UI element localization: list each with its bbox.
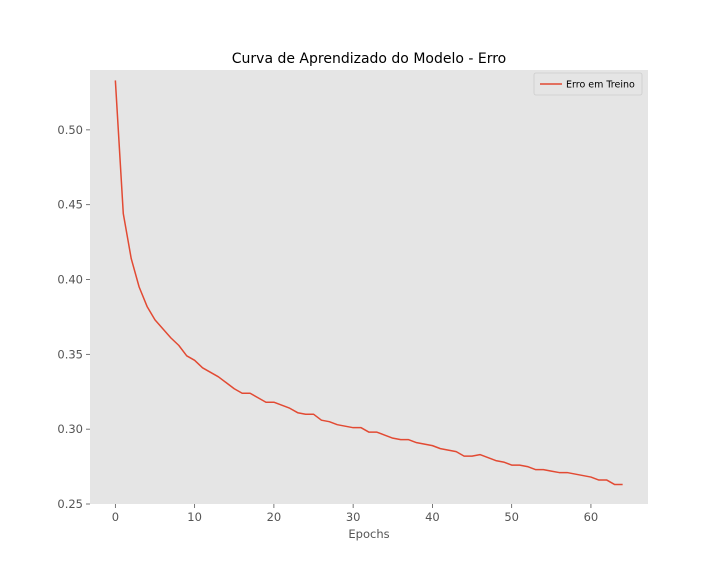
y-tick-label: 0.45: [57, 198, 83, 212]
x-tick-label: 50: [504, 510, 519, 524]
y-tick-label: 0.35: [57, 347, 83, 361]
y-tick-label: 0.40: [57, 273, 83, 287]
series-layer: [114, 80, 623, 486]
legend-label: Erro em Treino: [566, 80, 635, 91]
x-tick-label: 40: [425, 510, 440, 524]
legend-frame: [533, 72, 643, 96]
y-axis: 0.25 0.30 0.35 0.40 0.45 0.50: [57, 123, 90, 511]
x-tick-label: 30: [346, 510, 361, 524]
plot-area: [90, 70, 648, 504]
x-tick-label: 0: [112, 510, 119, 524]
x-tick-label: 20: [267, 510, 282, 524]
y-tick-label: 0.50: [57, 123, 83, 137]
chart-title: Curva de Aprendizado do Modelo - Erro: [232, 51, 507, 67]
y-tick-label: 0.25: [57, 497, 83, 511]
y-tick-label: 0.30: [57, 422, 83, 436]
x-tick-label: 60: [584, 510, 599, 524]
x-tick-label: 10: [187, 510, 202, 524]
x-axis-label: Epochs: [348, 527, 389, 541]
x-axis: 0 10 20 30 40 50 60: [112, 504, 599, 524]
series-line-erro-em-treino: [114, 80, 623, 486]
legend: Erro em Treino: [533, 72, 643, 96]
